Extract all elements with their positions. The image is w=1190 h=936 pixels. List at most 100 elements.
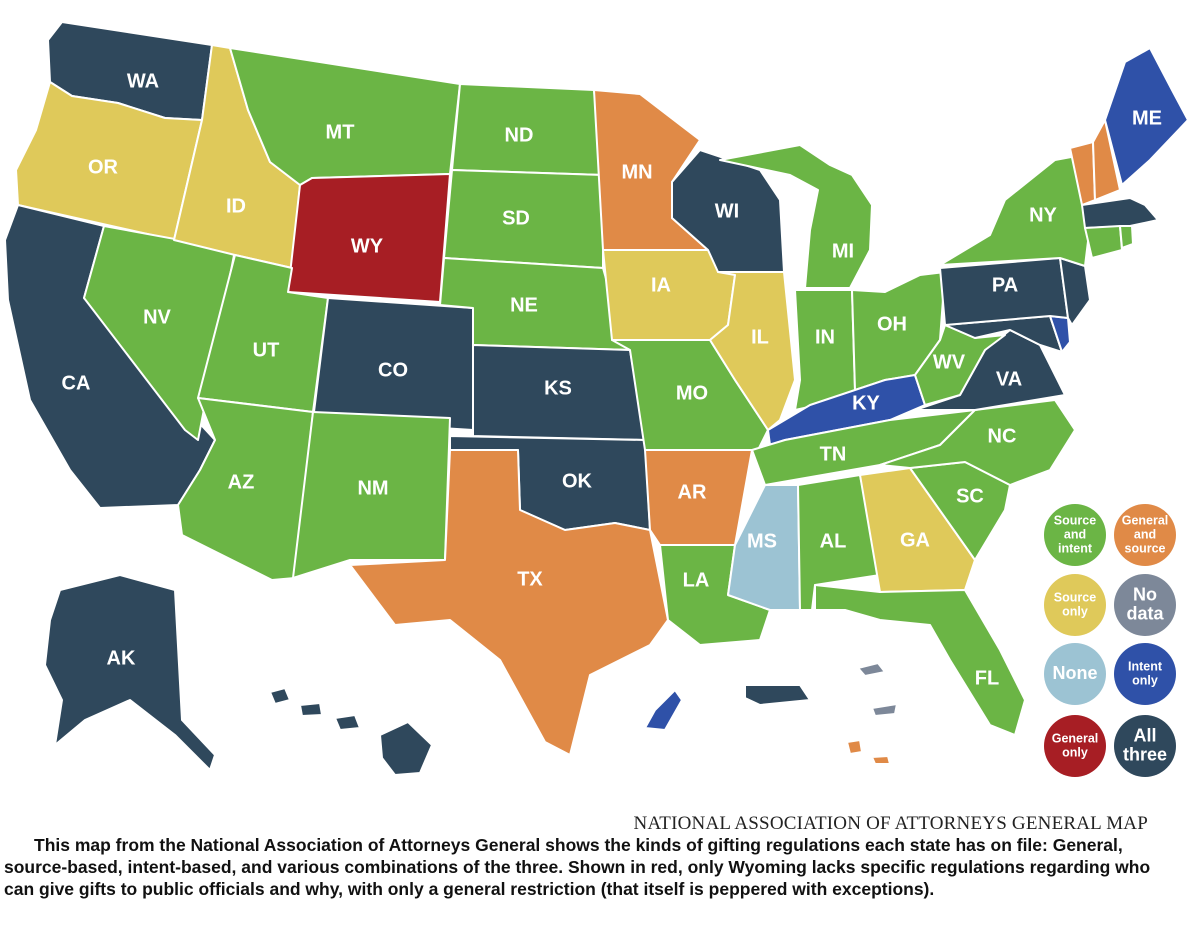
label-fl: FL	[975, 667, 999, 689]
label-wv: WV	[933, 351, 966, 373]
label-ut: UT	[253, 339, 280, 361]
legend-label: source	[1125, 541, 1166, 555]
label-wa: WA	[127, 70, 159, 92]
legend-label: only	[1062, 745, 1088, 759]
state-ri	[1119, 225, 1134, 249]
state-ak	[44, 574, 216, 771]
state-nc	[879, 399, 1076, 486]
legend-label: None	[1053, 663, 1098, 683]
legend-label: General	[1052, 731, 1099, 745]
label-wy: WY	[351, 235, 384, 257]
legend-label: and	[1064, 527, 1086, 541]
legend-label: No	[1133, 584, 1157, 604]
state-mi	[719, 144, 873, 289]
legend-swatch	[1044, 574, 1106, 636]
state-ma	[1081, 197, 1159, 229]
state-me	[1104, 47, 1189, 186]
legend-swatch	[1044, 643, 1106, 705]
label-nd: ND	[505, 124, 534, 146]
state-tx	[349, 449, 669, 756]
state-nm	[292, 411, 451, 579]
legend-label: General	[1122, 513, 1169, 527]
territory-usvi	[871, 703, 898, 717]
territory-guam	[644, 689, 683, 731]
state-ga	[859, 467, 976, 593]
state-ny	[939, 154, 1091, 267]
label-ak: AK	[107, 647, 136, 669]
label-ar: AR	[678, 481, 707, 503]
label-ca: CA	[62, 372, 91, 394]
legend-swatch	[1114, 574, 1176, 636]
label-ia: IA	[651, 274, 671, 296]
legend-swatch	[1044, 504, 1106, 566]
legend-swatch	[1114, 643, 1176, 705]
label-sd: SD	[502, 207, 530, 229]
label-tx: TX	[517, 568, 543, 590]
legend-label: only	[1132, 673, 1158, 687]
legend-label: and	[1134, 527, 1156, 541]
label-ok: OK	[562, 470, 593, 492]
label-ms: MS	[747, 530, 777, 552]
map-legend: SourceandintentGeneralandsourceSourceonl…	[1044, 504, 1176, 777]
legend-label: only	[1062, 604, 1088, 618]
label-ny: NY	[1029, 204, 1057, 226]
label-nm: NM	[357, 477, 388, 499]
legend-label: All	[1133, 725, 1156, 745]
label-sc: SC	[956, 485, 984, 507]
map-caption: This map from the National Association o…	[4, 835, 1151, 899]
label-wi: WI	[715, 200, 739, 222]
territory-puerto-rico	[744, 684, 811, 706]
label-co: CO	[378, 359, 408, 381]
label-la: LA	[683, 569, 710, 591]
label-il: IL	[751, 326, 769, 348]
legend-label: data	[1126, 603, 1164, 623]
label-ne: NE	[510, 294, 538, 316]
label-tn: TN	[820, 443, 847, 465]
label-mo: MO	[676, 382, 708, 404]
label-me: ME	[1132, 107, 1162, 129]
legend-swatch	[1114, 504, 1176, 566]
legend-label: intent	[1058, 541, 1093, 555]
label-pa: PA	[992, 274, 1018, 296]
label-ks: KS	[544, 377, 572, 399]
label-az: AZ	[228, 471, 255, 493]
legend-swatch	[1114, 715, 1176, 777]
label-va: VA	[996, 368, 1022, 390]
state-fl	[814, 584, 1026, 736]
legend-label: Source	[1054, 590, 1096, 604]
label-mi: MI	[832, 240, 854, 262]
state-hi	[269, 687, 433, 776]
legend-item-none: None	[1044, 643, 1106, 705]
us-gift-regulations-map: WA OR CA NV ID MT WY UT AZ CO NM ND SD N…	[4, 21, 1189, 777]
state-ct	[1084, 225, 1123, 259]
label-nv: NV	[143, 306, 171, 328]
legend-label: Source	[1054, 513, 1096, 527]
label-nc: NC	[988, 425, 1017, 447]
label-mt: MT	[326, 121, 355, 143]
legend-label: three	[1123, 744, 1167, 764]
label-in: IN	[815, 326, 835, 348]
state-wy	[287, 173, 451, 303]
label-ga: GA	[900, 529, 930, 551]
label-or: OR	[88, 156, 119, 178]
label-mn: MN	[621, 161, 652, 183]
label-oh: OH	[877, 313, 907, 335]
label-al: AL	[820, 530, 847, 552]
legend-label: Intent	[1128, 659, 1163, 673]
map-credit: NATIONAL ASSOCIATION OF ATTORNEYS GENERA…	[633, 813, 1148, 834]
territory-northern-marianas	[857, 662, 886, 677]
label-ky: KY	[852, 392, 880, 414]
label-id: ID	[226, 195, 246, 217]
legend-swatch	[1044, 715, 1106, 777]
state-nh	[1092, 119, 1121, 201]
territory-american-samoa	[846, 739, 891, 765]
state-il	[709, 271, 796, 431]
state-wv	[914, 324, 1006, 406]
